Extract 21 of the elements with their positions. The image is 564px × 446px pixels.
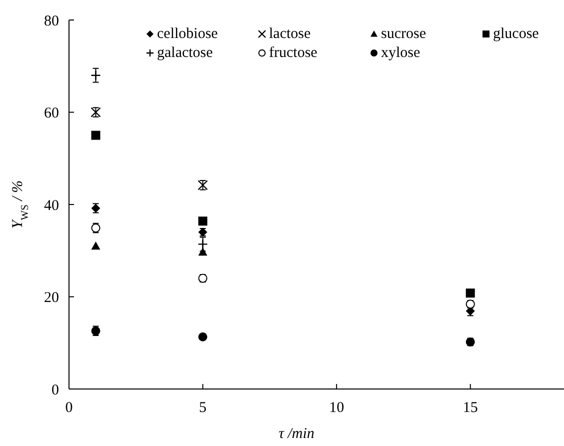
y-tick-label: 80 xyxy=(44,13,59,30)
legend-label: xylose xyxy=(381,45,421,61)
point xyxy=(91,242,100,250)
x-tick-label: 10 xyxy=(329,400,344,416)
legend-label: fructose xyxy=(269,45,318,61)
legend-label: galactose xyxy=(157,45,214,61)
legend-label: lactose xyxy=(269,26,311,42)
y-tick-label: 40 xyxy=(44,198,59,214)
y-tick-label: 0 xyxy=(52,382,59,398)
legend-label: cellobiose xyxy=(157,26,218,42)
x-tick-label: 0 xyxy=(65,400,73,416)
x-tick-label: 5 xyxy=(199,400,207,416)
x-tick-label: 15 xyxy=(462,400,478,416)
legend-label: glucose xyxy=(493,26,540,42)
point xyxy=(91,130,100,140)
y-tick-label: 60 xyxy=(44,106,59,122)
point xyxy=(198,216,208,226)
x-axis-title: τ /min xyxy=(278,426,314,442)
point xyxy=(466,288,475,298)
legend-label: sucrose xyxy=(381,26,426,42)
y-tick-label: 20 xyxy=(44,290,59,306)
